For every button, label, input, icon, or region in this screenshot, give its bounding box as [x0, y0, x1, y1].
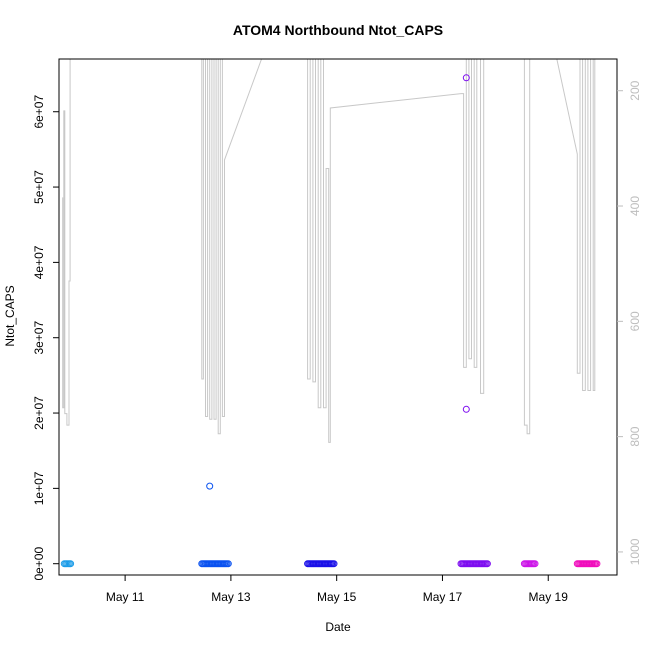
x-tick-label: May 17 — [423, 590, 463, 604]
x-tick-label: May 19 — [529, 590, 569, 604]
data-point-outlier — [462, 405, 470, 413]
y-axis-label: Ntot_CAPS — [3, 285, 17, 346]
y-tick-label: 4e+07 — [32, 245, 46, 279]
data-point — [224, 560, 232, 568]
data-point — [67, 560, 75, 568]
right-y-tick-label: 200 — [628, 80, 642, 100]
plot-content — [60, 59, 601, 568]
right-y-tick-label: 600 — [628, 311, 642, 331]
right-y-tick-label: 800 — [628, 426, 642, 446]
right-y-tick-label: 1000 — [628, 538, 642, 565]
x-axis-label: Date — [325, 620, 351, 634]
data-point-outlier — [462, 74, 470, 82]
right-y-tick-label: 400 — [628, 196, 642, 216]
data-point — [483, 560, 491, 568]
x-tick-label: May 11 — [106, 590, 145, 604]
plot-frame — [58, 58, 618, 576]
data-point — [593, 560, 601, 568]
x-tick-label: May 15 — [317, 590, 357, 604]
y-tick-label: 0e+00 — [32, 547, 46, 581]
data-point — [330, 560, 338, 568]
y-tick-label: 6e+07 — [32, 95, 46, 129]
chart-title: ATOM4 Northbound Ntot_CAPS — [233, 22, 443, 38]
x-tick-label: May 13 — [211, 590, 251, 604]
plot-area — [60, 59, 601, 568]
depth-line — [62, 59, 596, 443]
data-point-outlier — [206, 482, 214, 490]
y-tick-label: 5e+07 — [32, 170, 46, 204]
y-tick-label: 3e+07 — [32, 321, 46, 355]
y-tick-label: 2e+07 — [32, 396, 46, 430]
axes: May 11 May 13 May 15 May 17 May 19 0e+00 1e+07… — [32, 58, 642, 604]
y-tick-label: 1e+07 — [32, 471, 46, 505]
data-point — [531, 560, 539, 568]
